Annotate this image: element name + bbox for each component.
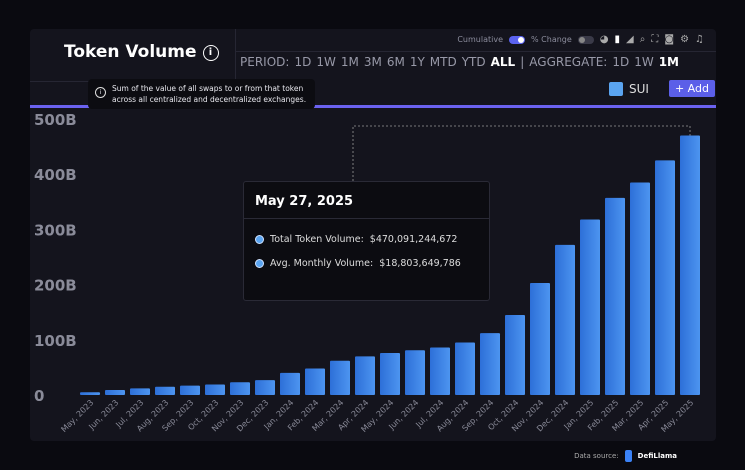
- hover-tooltip: May 27, 2025 Total Token Volume: $470,091…: [243, 181, 490, 301]
- hover-date: May 27, 2025: [255, 194, 354, 209]
- bar: [205, 384, 225, 395]
- camera-icon[interactable]: ◙: [664, 34, 675, 45]
- pct-change-toggle[interactable]: [577, 35, 594, 44]
- bar: [680, 135, 700, 395]
- hover-row: Avg. Monthly Volume: $18,803,649,786: [255, 258, 461, 269]
- hover-row: Total Token Volume: $470,091,244,672: [255, 234, 457, 245]
- divider: |: [520, 55, 525, 69]
- series-dot-icon: [255, 259, 264, 268]
- bar: [505, 314, 525, 395]
- period-label: PERIOD:: [240, 55, 290, 69]
- period-option-all[interactable]: ALL: [490, 55, 516, 69]
- source-name[interactable]: DefiLlama: [637, 452, 677, 460]
- bar: [155, 386, 175, 395]
- period-option-1m[interactable]: 1M: [340, 55, 359, 69]
- pct-change-label: % Change: [531, 35, 572, 44]
- aggregate-option-1d[interactable]: 1D: [612, 55, 630, 69]
- bar: [80, 392, 100, 395]
- pie-chart-icon[interactable]: ◕: [599, 34, 609, 45]
- bar: [180, 385, 200, 395]
- divider: [235, 51, 716, 52]
- area-chart-icon[interactable]: ◢: [626, 34, 634, 45]
- period-option-1d[interactable]: 1D: [294, 55, 312, 69]
- bar: [480, 333, 500, 395]
- y-tick-label: 400B: [34, 166, 77, 184]
- legend-series-label[interactable]: SUI: [629, 81, 649, 96]
- add-series-button[interactable]: + Add: [668, 80, 715, 97]
- legend: SUI + Add: [609, 80, 715, 97]
- info-tooltip: i Sum of the value of all swaps to or fro…: [88, 79, 315, 109]
- bar-chart-icon[interactable]: ▮: [614, 34, 621, 45]
- bar: [555, 244, 575, 395]
- bar: [230, 382, 250, 395]
- source-label: Data source:: [574, 452, 619, 460]
- period-option-mtd[interactable]: MTD: [429, 55, 457, 69]
- bar: [330, 360, 350, 395]
- bar: [130, 388, 150, 395]
- bar: [430, 347, 450, 395]
- period-option-3m[interactable]: 3M: [363, 55, 382, 69]
- page-title: Token Volume i: [64, 42, 219, 62]
- crosshair-line: [352, 125, 691, 181]
- bar: [405, 350, 425, 395]
- defillama-logo-icon: [624, 450, 632, 462]
- bar: [455, 342, 475, 395]
- legend-swatch[interactable]: [609, 81, 623, 96]
- fullscreen-icon[interactable]: ⛶: [651, 34, 659, 45]
- bar: [105, 390, 125, 395]
- data-source: Data source: DefiLlama: [574, 450, 677, 462]
- period-option-6m[interactable]: 6M: [386, 55, 405, 69]
- series-dot-icon: [255, 235, 264, 244]
- y-tick-label: 0: [34, 387, 44, 405]
- period-option-1w[interactable]: 1W: [316, 55, 336, 69]
- aggregate-option-1m[interactable]: 1M: [658, 55, 679, 69]
- y-tick-label: 200B: [34, 277, 77, 295]
- cumulative-toggle[interactable]: [509, 35, 526, 44]
- hover-value: $18,803,649,786: [379, 258, 461, 269]
- bar: [655, 160, 675, 395]
- bar: [630, 182, 650, 395]
- cumulative-label: Cumulative: [457, 35, 504, 44]
- hover-label: Total Token Volume:: [270, 234, 364, 245]
- info-icon: i: [95, 87, 106, 98]
- info-tooltip-text: Sum of the value of all swaps to or from…: [112, 84, 307, 104]
- bar: [530, 282, 550, 395]
- bar: [280, 372, 300, 395]
- period-option-ytd[interactable]: YTD: [461, 55, 486, 69]
- period-selector: PERIOD: 1D 1W 1M 3M 6M 1Y MTD YTD ALL | AGGREGATE: 1…: [240, 55, 679, 69]
- divider: [244, 218, 489, 219]
- chart-card: Token Volume i Cumulative % Change ◕ ▮ ◢ …: [30, 29, 716, 441]
- y-tick-label: 100B: [34, 332, 77, 350]
- bar: [605, 197, 625, 395]
- period-option-1y[interactable]: 1Y: [409, 55, 425, 69]
- bar: [380, 353, 400, 395]
- y-tick-label: 300B: [34, 221, 77, 239]
- bar: [580, 219, 600, 395]
- hover-label: Avg. Monthly Volume:: [270, 258, 374, 269]
- hover-value: $470,091,244,672: [369, 234, 458, 245]
- zoom-icon[interactable]: ⌕: [639, 34, 646, 45]
- divider: [235, 29, 236, 81]
- bar: [305, 368, 325, 395]
- bar: [255, 380, 275, 395]
- aggregate-option-1w[interactable]: 1W: [634, 55, 654, 69]
- accent-bar: [30, 105, 716, 108]
- y-tick-label: 500B: [34, 111, 77, 129]
- toolbar: Cumulative % Change ◕ ▮ ◢ ⌕ ⛶ ◙ ⚙ ♫: [457, 34, 704, 45]
- notification-icon[interactable]: ♫: [695, 34, 704, 45]
- settings-icon[interactable]: ⚙: [680, 34, 690, 45]
- aggregate-label: AGGREGATE:: [529, 55, 608, 69]
- info-icon[interactable]: i: [202, 45, 219, 61]
- bar: [355, 356, 375, 395]
- title-text: Token Volume: [64, 42, 197, 62]
